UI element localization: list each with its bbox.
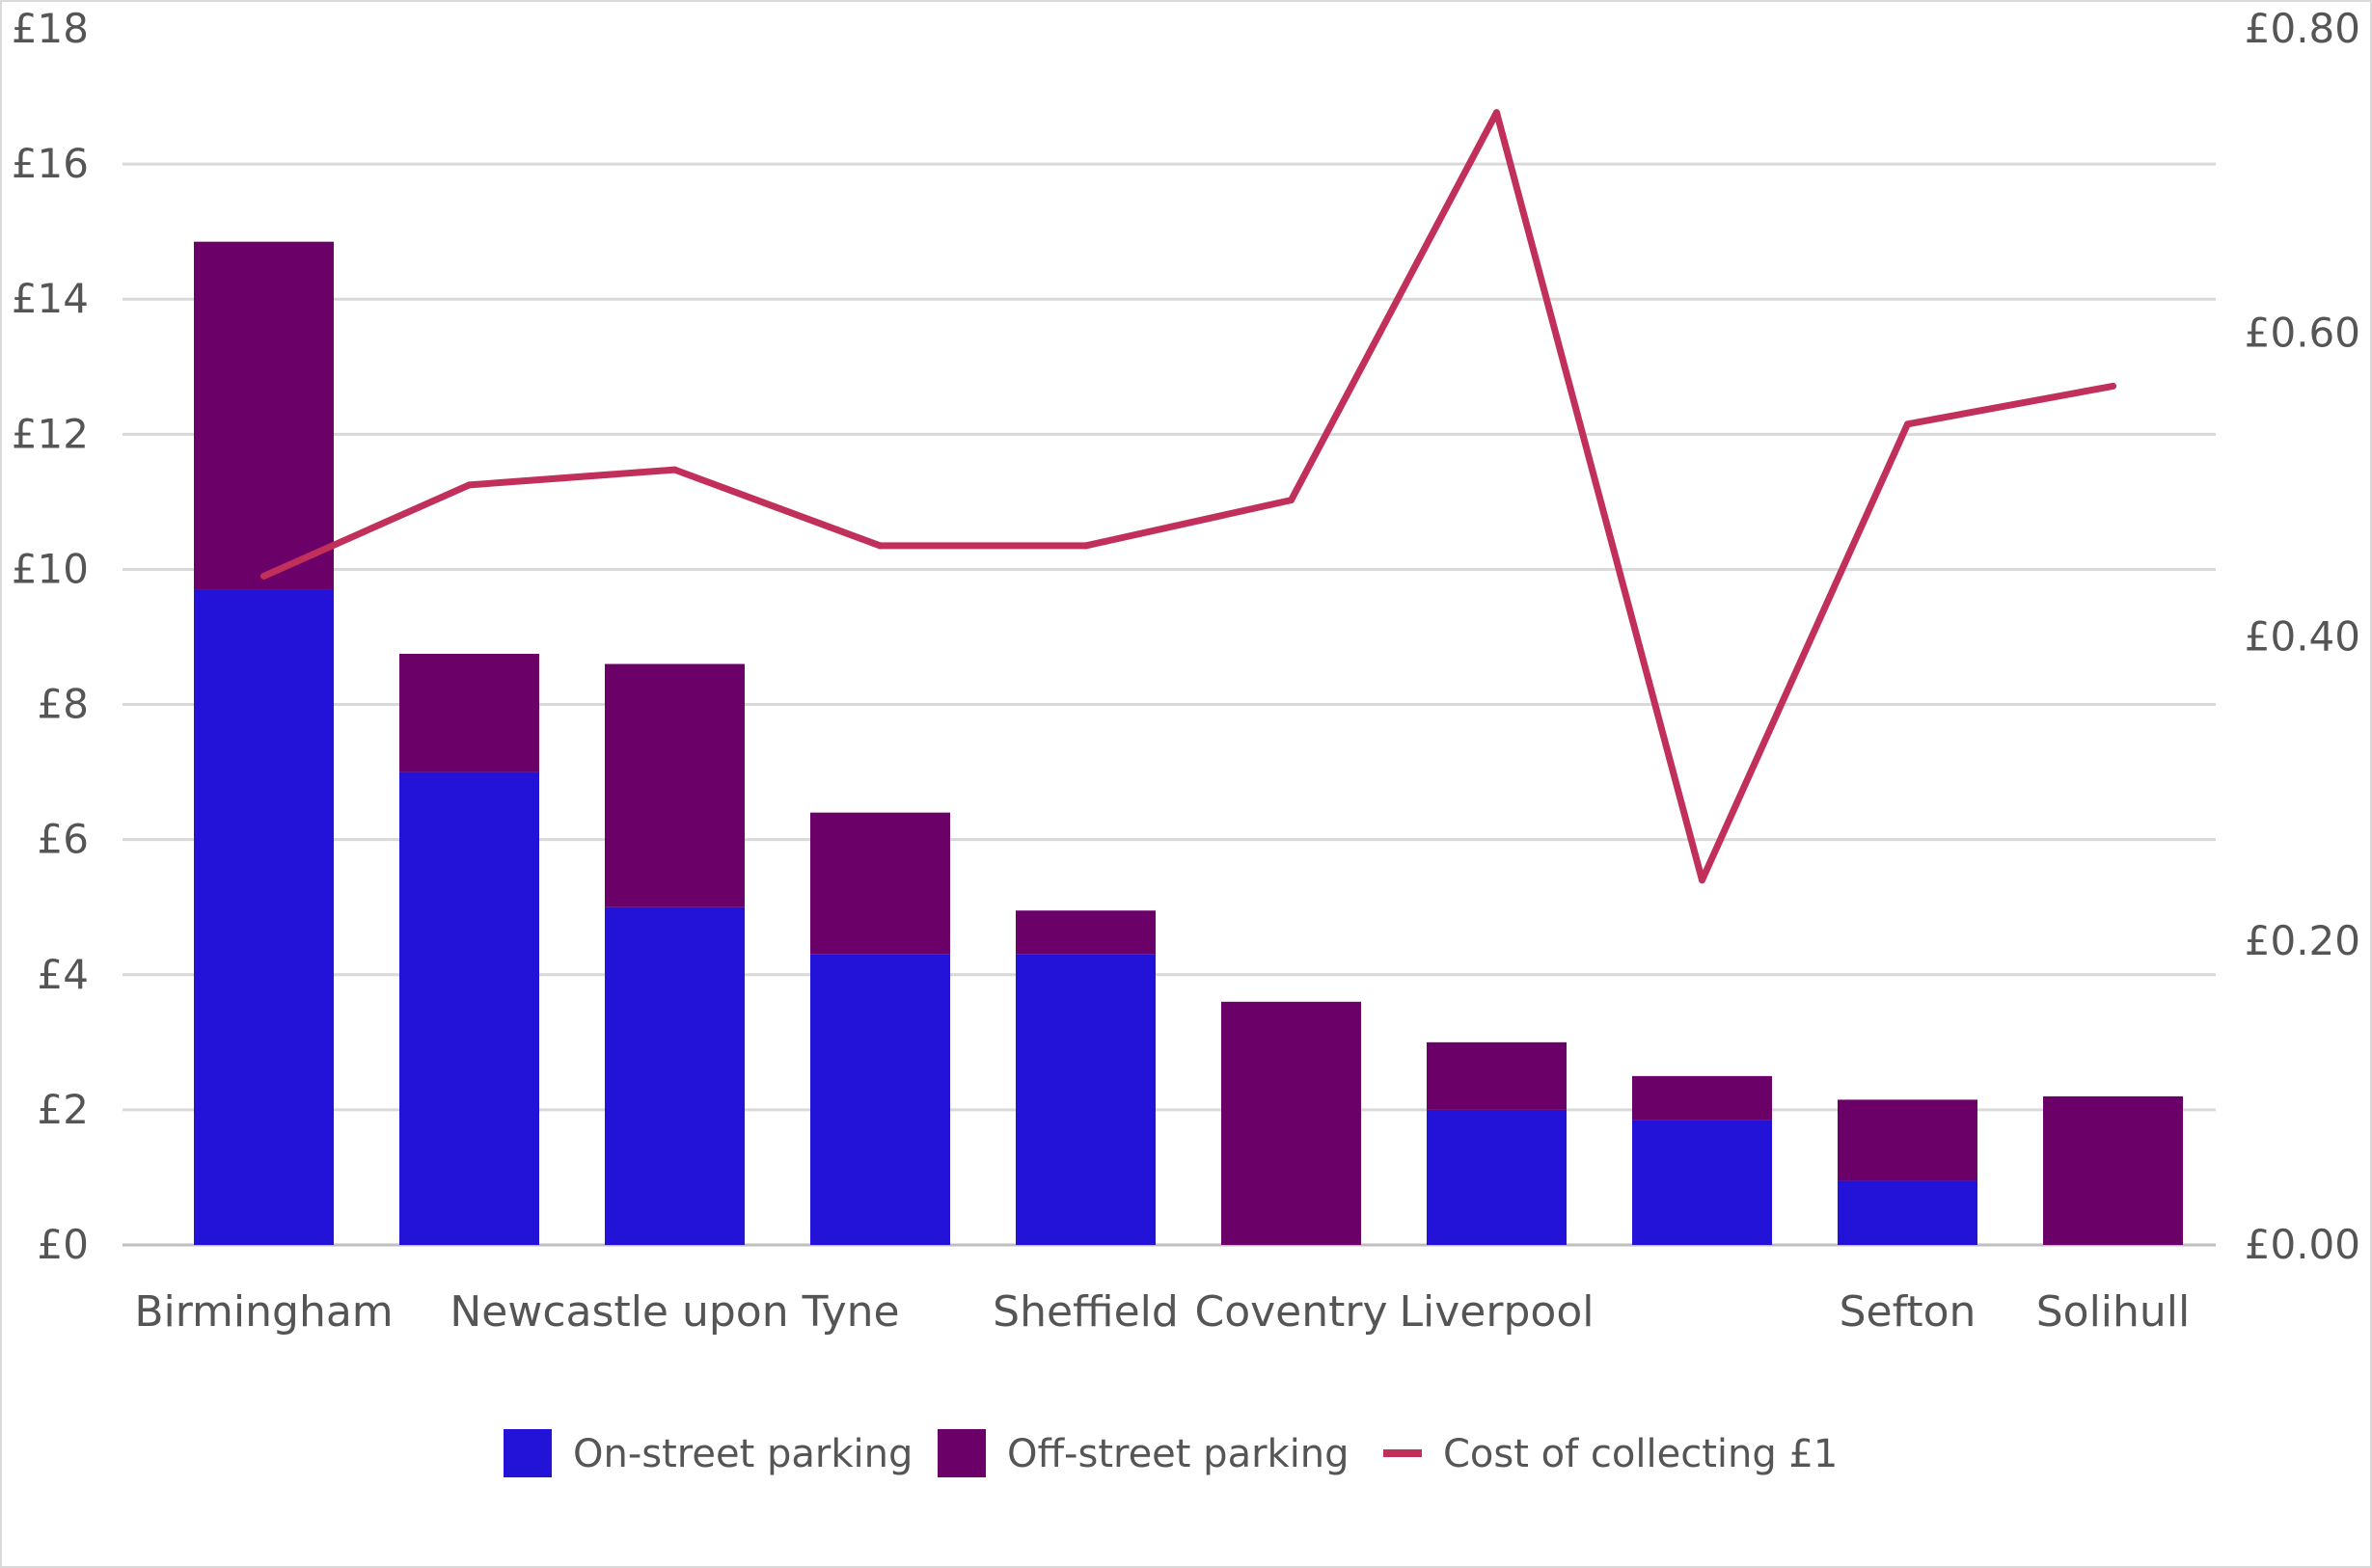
left-tick-label: £6 bbox=[38, 816, 89, 863]
bar-off-street-parking bbox=[2043, 1095, 2183, 1245]
bar-off-street-parking bbox=[810, 812, 950, 955]
bar-off-street-parking bbox=[1016, 910, 1156, 955]
line-point bbox=[1493, 109, 1500, 117]
bar-on-street-parking bbox=[605, 906, 745, 1245]
bar-off-street-parking bbox=[1221, 1001, 1361, 1245]
left-tick-label: £10 bbox=[12, 545, 89, 592]
bar-on-street-parking bbox=[1632, 1120, 1772, 1245]
legend: On-street parking Off-street parking Cost … bbox=[504, 1429, 1838, 1477]
line-point bbox=[877, 542, 884, 550]
right-tick-label: £0.00 bbox=[2245, 1221, 2360, 1268]
line-point bbox=[1699, 877, 1705, 884]
left-tick-label: £14 bbox=[12, 275, 89, 322]
bar-off-street-parking bbox=[399, 654, 539, 772]
bar-off-street-parking bbox=[1427, 1041, 1567, 1110]
category-label: Sefton bbox=[1840, 1287, 1977, 1337]
line-point bbox=[1904, 420, 1911, 428]
line-point bbox=[1288, 497, 1295, 504]
bar-off-street-parking bbox=[1838, 1099, 1977, 1181]
bar-off-street-parking bbox=[1632, 1075, 1772, 1121]
category-label: Liverpool bbox=[1400, 1287, 1595, 1337]
category-label: Newcastle upon Tyne bbox=[450, 1287, 899, 1337]
left-tick-label: £0 bbox=[38, 1221, 89, 1268]
cost-line bbox=[260, 109, 2116, 884]
line-point bbox=[2110, 382, 2116, 390]
category-axis: Birmingham Newcastle upon Tyne Sheffield Co… bbox=[134, 1287, 2190, 1337]
right-tick-label: £0.40 bbox=[2245, 613, 2360, 661]
legend-swatch-on-street-parking bbox=[504, 1429, 552, 1477]
legend-label: Cost of collecting £1 bbox=[1443, 1432, 1838, 1476]
category-label: Sheffield bbox=[993, 1287, 1179, 1337]
line-point bbox=[1082, 542, 1089, 550]
bar-off-street-parking bbox=[194, 241, 334, 590]
left-tick-label: £12 bbox=[12, 410, 89, 457]
category-label: Coventry bbox=[1194, 1287, 1387, 1337]
bar-on-street-parking bbox=[399, 771, 539, 1245]
bar-on-street-parking bbox=[1016, 954, 1156, 1245]
legend-label: Off-street parking bbox=[1007, 1432, 1350, 1476]
right-tick-label: £0.60 bbox=[2245, 309, 2360, 356]
legend-swatch-off-street-parking bbox=[938, 1429, 986, 1477]
bar-on-street-parking bbox=[810, 954, 950, 1245]
left-tick-label: £16 bbox=[12, 140, 89, 187]
line-point bbox=[671, 466, 678, 473]
legend-label: On-street parking bbox=[573, 1432, 913, 1476]
bar-on-street-parking bbox=[1427, 1109, 1567, 1245]
left-tick-label: £4 bbox=[38, 951, 89, 998]
line-point bbox=[466, 481, 473, 489]
bar-off-street-parking bbox=[605, 663, 745, 907]
category-label: Solihull bbox=[2036, 1287, 2191, 1337]
bar-on-street-parking bbox=[1838, 1180, 1977, 1245]
line-point bbox=[260, 572, 267, 580]
right-axis: £0.00 £0.20 £0.40 £0.60 £0.80 bbox=[2245, 5, 2360, 1268]
left-tick-label: £8 bbox=[38, 681, 89, 728]
left-tick-label: £18 bbox=[12, 5, 89, 52]
right-tick-label: £0.20 bbox=[2245, 917, 2360, 964]
left-tick-label: £2 bbox=[38, 1086, 89, 1133]
bar-on-street-parking bbox=[194, 589, 334, 1245]
left-axis: £0 £2 £4 £6 £8 £10 £12 £14 £16 £18 bbox=[12, 5, 89, 1268]
right-tick-label: £0.80 bbox=[2245, 5, 2360, 52]
line-cost-of-collecting-1 bbox=[260, 109, 2116, 884]
bars bbox=[194, 241, 2183, 1245]
category-label: Birmingham bbox=[134, 1287, 393, 1337]
